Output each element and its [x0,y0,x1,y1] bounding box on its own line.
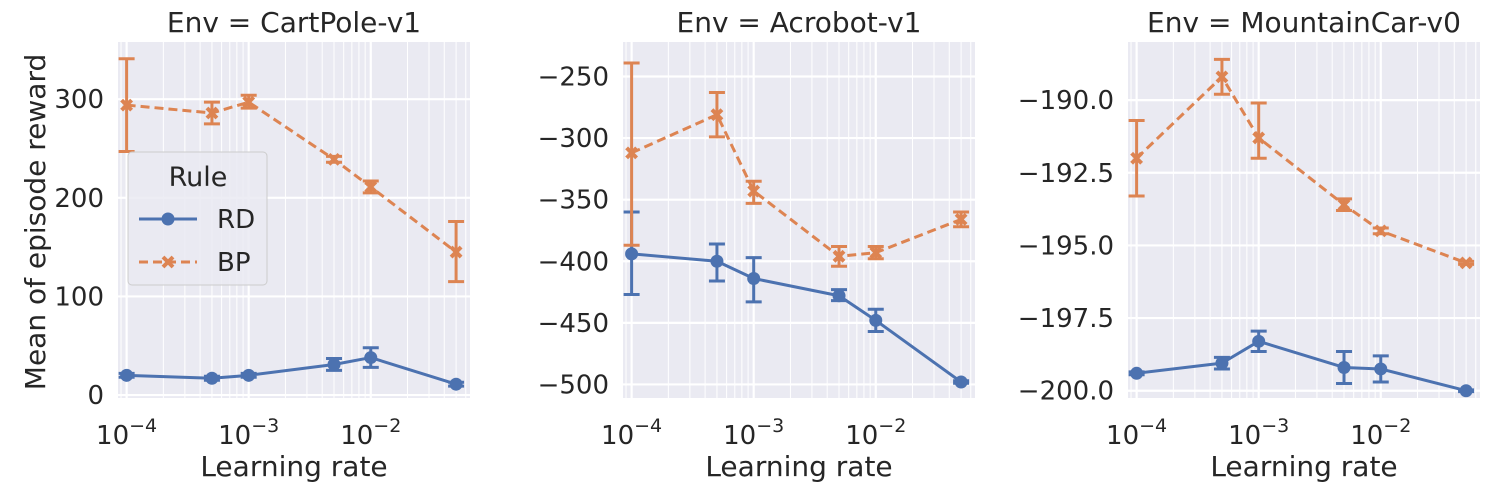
data-point [1215,70,1229,84]
x-tick-label: 10−2 [1350,415,1411,451]
series-line [1135,75,1467,265]
series-rd [118,346,465,391]
data-point [832,289,846,303]
y-tick-label: −300 [538,124,609,154]
x-axis-label: Learning rate [1210,450,1397,483]
data-point [1130,151,1144,165]
data-point [449,377,463,391]
legend-label-rd: RD [217,205,255,235]
y-tick-label: 0 [87,381,104,411]
panel-2: 10−4 10−3 10−2 −250 −300 −350 −400 −450 −500 Env … [538,6,975,483]
data-point [1130,366,1144,380]
panel-title: Env = MountainCar-v0 [1147,6,1461,39]
x-axis-label: Learning rate [705,450,892,483]
data-point [1374,362,1388,376]
data-point [954,375,968,389]
x-tick-label: 10−3 [218,415,279,451]
panel-1: 10−4 10−3 10−2 0 100 200 300 Env = CartPole-v1 L… [54,6,470,483]
data-point [120,98,134,112]
data-point [747,184,761,198]
x-tick-label: 10−4 [601,415,662,451]
data-point [747,272,761,286]
data-point [242,368,256,382]
data-point [1252,334,1266,348]
x-tick-label: 10−2 [340,415,401,451]
data-point [625,247,639,261]
y-tick-label: 200 [54,184,104,214]
x-axis-label: Learning rate [200,450,387,483]
data-point [625,146,639,160]
series-line [126,356,457,386]
data-point [1459,384,1473,398]
data-point [710,254,724,268]
data-point [242,95,256,109]
data-point [954,212,968,226]
y-tick-label: 100 [54,282,104,312]
y-tick-label: −400 [538,247,609,277]
series-rd [1128,329,1475,398]
data-point [449,245,463,259]
data-point [205,106,219,120]
y-tick-label: −350 [538,186,609,216]
series-rd [623,210,970,389]
panel-title: Env = Acrobot-v1 [677,6,922,39]
y-tick-label: −195.0 [1018,231,1114,261]
series-line [1136,339,1467,393]
legend: Rule RD BP [127,151,268,286]
series-bp [623,61,970,268]
y-tick-label: −250 [538,62,609,92]
data-point [364,351,378,365]
data-point [205,371,219,385]
data-point [364,180,378,194]
plot-area [1128,42,1480,398]
series-line [631,113,962,258]
y-tick-label: 300 [54,85,104,115]
panel-title: Env = CartPole-v1 [167,6,421,39]
plot-area [623,42,975,398]
data-point [1459,256,1473,270]
y-axis-label: Mean of episode reward [19,54,52,390]
series-line [631,252,962,384]
x-tick-label: 10−3 [723,415,784,451]
y-tick-label: −197.5 [1018,304,1114,334]
panel-3: 10−4 10−3 10−2 −190.0 −192.5 −195.0 −197.5 −200… [1018,6,1480,483]
error-bar [1250,101,1267,160]
legend-title: Rule [169,162,228,193]
series-bp [118,57,465,284]
legend-label-bp: BP [217,248,251,278]
data-point [1374,224,1388,238]
data-point [832,249,846,263]
x-tick-label: 10−3 [1228,415,1289,451]
legend-entry-rd: RD [139,205,255,235]
y-tick-label: −200.0 [1018,377,1114,407]
y-tick-label: −190.0 [1018,86,1114,116]
x-tick-label: 10−4 [96,415,157,451]
data-point [1252,131,1266,145]
series-bp [1128,57,1475,270]
data-point [120,368,134,382]
y-tick-label: −192.5 [1018,159,1114,189]
data-point [1215,356,1229,370]
y-tick-label: −450 [538,309,609,339]
y-tick-label: −500 [538,370,609,400]
x-tick-label: 10−4 [1106,415,1167,451]
data-point [327,152,341,166]
data-point [327,357,341,371]
x-tick-label: 10−2 [845,415,906,451]
data-point [1337,360,1351,374]
data-point [869,313,883,327]
series-line [126,100,457,254]
legend-entry-bp: BP [139,248,251,278]
data-point [710,108,724,122]
data-point [869,246,883,260]
data-point [1337,198,1351,212]
